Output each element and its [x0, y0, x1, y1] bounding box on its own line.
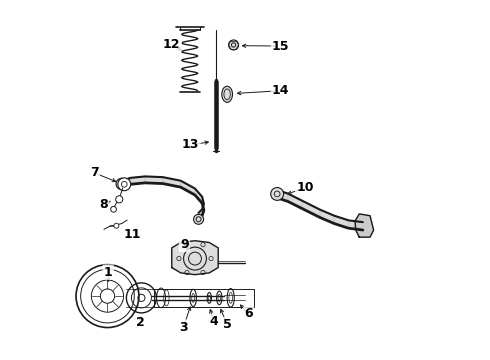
- Circle shape: [194, 214, 203, 224]
- Circle shape: [228, 40, 239, 50]
- Text: 5: 5: [223, 318, 231, 331]
- Polygon shape: [172, 241, 218, 275]
- Text: 3: 3: [179, 321, 188, 334]
- Bar: [154, 289, 254, 307]
- Polygon shape: [320, 210, 334, 224]
- Text: 4: 4: [209, 315, 218, 328]
- Text: 12: 12: [163, 38, 180, 51]
- Text: 13: 13: [182, 139, 199, 152]
- Polygon shape: [145, 176, 163, 184]
- Circle shape: [111, 206, 117, 212]
- Text: 15: 15: [272, 40, 290, 53]
- Polygon shape: [181, 181, 195, 195]
- Text: 7: 7: [90, 166, 98, 179]
- Polygon shape: [334, 216, 348, 228]
- Circle shape: [116, 196, 123, 203]
- Text: 1: 1: [104, 266, 113, 279]
- Polygon shape: [202, 204, 204, 216]
- Polygon shape: [348, 220, 363, 230]
- Circle shape: [116, 178, 127, 190]
- Circle shape: [118, 178, 131, 191]
- Text: 9: 9: [180, 238, 189, 251]
- Polygon shape: [122, 178, 131, 187]
- Circle shape: [114, 223, 119, 228]
- Polygon shape: [288, 194, 302, 208]
- Polygon shape: [163, 177, 181, 187]
- Ellipse shape: [222, 86, 232, 102]
- Circle shape: [270, 188, 284, 201]
- Text: 6: 6: [244, 307, 253, 320]
- Text: 14: 14: [272, 84, 290, 97]
- Polygon shape: [302, 201, 320, 217]
- Text: 10: 10: [296, 181, 314, 194]
- Text: 11: 11: [123, 228, 141, 241]
- Polygon shape: [277, 190, 288, 202]
- Text: 8: 8: [99, 198, 108, 211]
- Polygon shape: [355, 214, 373, 237]
- Polygon shape: [202, 197, 204, 210]
- Polygon shape: [195, 189, 202, 203]
- Text: 2: 2: [136, 316, 145, 329]
- Polygon shape: [131, 176, 145, 184]
- Polygon shape: [198, 209, 202, 219]
